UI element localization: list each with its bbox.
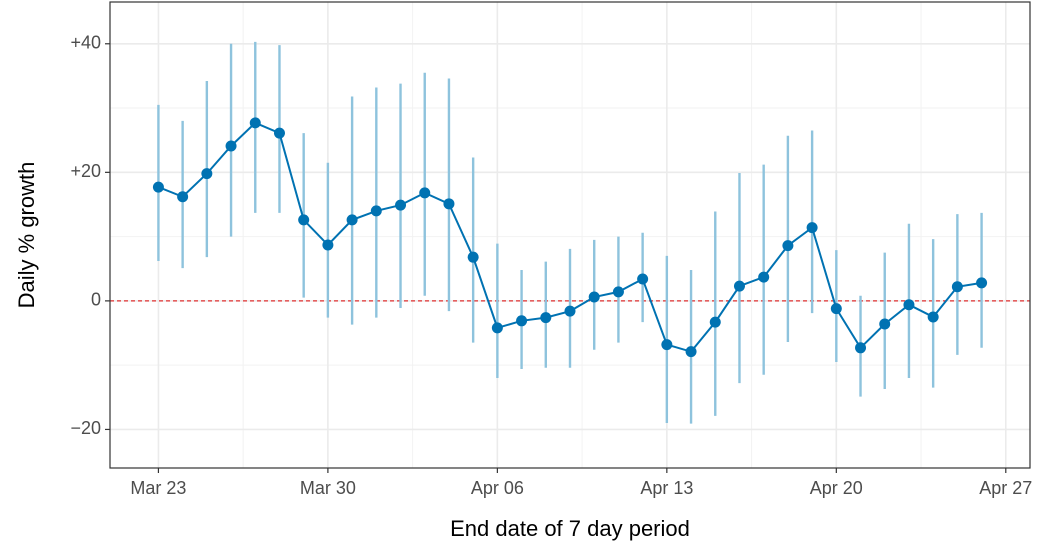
y-axis-title: Daily % growth	[14, 162, 39, 309]
point	[927, 311, 939, 323]
point	[395, 199, 407, 211]
point	[298, 214, 310, 226]
point	[201, 168, 213, 180]
point	[249, 117, 261, 129]
point	[322, 239, 334, 251]
x-tick-label: Apr 27	[979, 478, 1032, 498]
x-axis-title: End date of 7 day period	[450, 516, 690, 541]
point	[564, 305, 576, 317]
y-tick-label: 0	[91, 290, 101, 310]
point	[903, 299, 915, 311]
point	[516, 315, 528, 327]
x-tick-label: Apr 13	[640, 478, 693, 498]
point	[830, 303, 842, 315]
point	[588, 291, 600, 303]
point	[443, 198, 455, 210]
point	[951, 281, 963, 293]
point	[273, 127, 285, 139]
axes: −20 0 +20 +40 Mar 23 Mar 30 Apr 06 Apr 13 Apr 20…	[70, 33, 1032, 498]
point	[758, 271, 770, 283]
point	[370, 205, 382, 217]
y-tick-label: −20	[70, 418, 101, 438]
point	[419, 187, 431, 199]
point	[733, 280, 745, 292]
grid	[110, 2, 1030, 468]
point	[637, 273, 649, 285]
point	[346, 214, 358, 226]
panel-border	[109, 1, 1031, 469]
y-tick-label: +20	[70, 161, 101, 181]
point	[225, 140, 237, 152]
point	[491, 322, 503, 334]
point	[661, 339, 673, 351]
x-tick-label: Mar 30	[300, 478, 356, 498]
marks	[110, 41, 1030, 424]
point	[855, 342, 867, 354]
point	[782, 240, 794, 252]
point	[177, 191, 189, 203]
point	[540, 312, 552, 324]
y-tick-label: +40	[70, 33, 101, 53]
x-tick-label: Mar 23	[130, 478, 186, 498]
point	[976, 277, 988, 289]
point	[152, 181, 164, 193]
x-tick-label: Apr 20	[810, 478, 863, 498]
point	[709, 316, 721, 328]
point	[806, 222, 818, 234]
point	[612, 286, 624, 298]
point	[467, 251, 479, 263]
x-tick-label: Apr 06	[471, 478, 524, 498]
point	[879, 318, 891, 330]
point	[685, 346, 697, 358]
